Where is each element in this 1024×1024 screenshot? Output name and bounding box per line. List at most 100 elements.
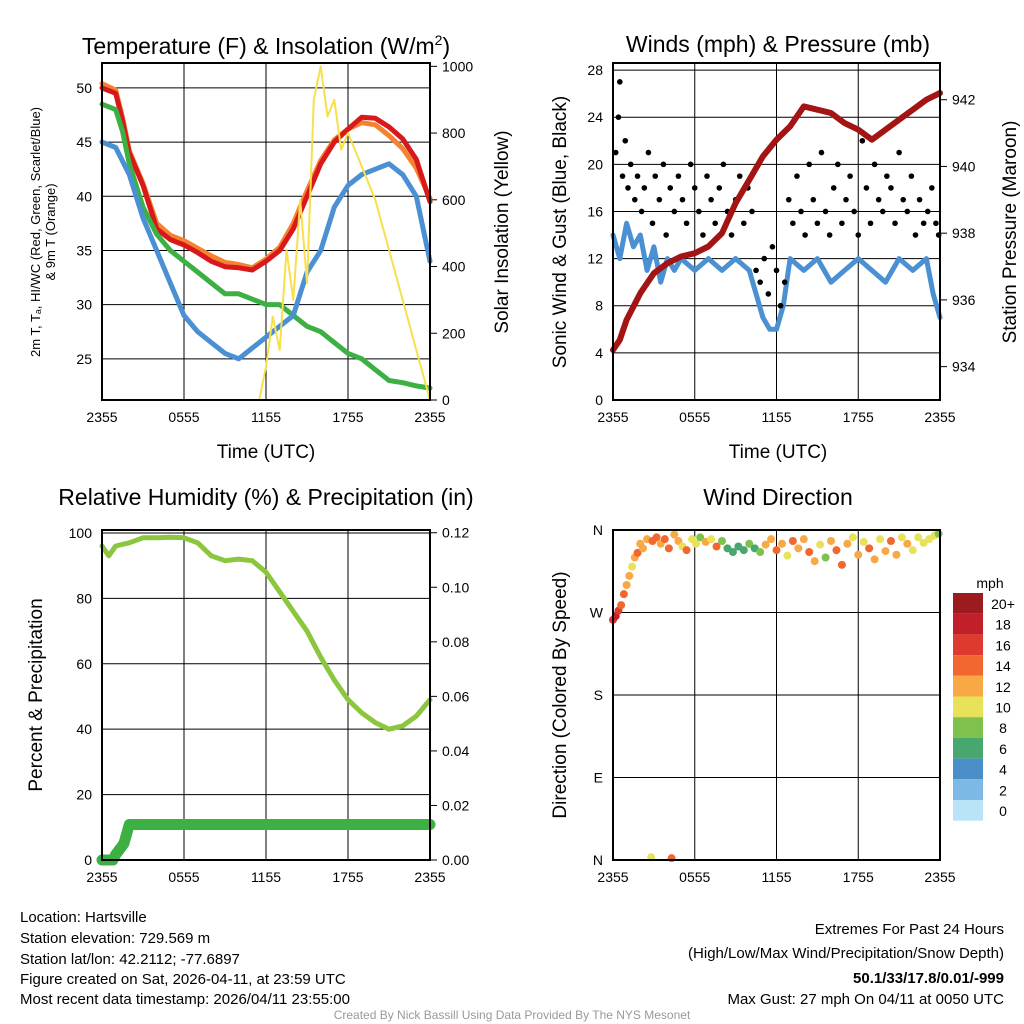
direction-point [761,540,770,549]
extremes-legend: (High/Low/Max Wind/Precipitation/Snow De… [688,945,1004,962]
gust-point [696,208,702,215]
y-tick-label: 25 [76,351,92,367]
gust-point [785,196,792,203]
gust-point [638,208,645,215]
gust-point [851,208,857,215]
direction-point [799,535,808,544]
direction-point [870,555,879,564]
gust-point [683,220,690,227]
pressure-line [610,90,943,353]
gust-point [765,291,772,297]
direction-point [908,546,917,555]
direction-point [718,537,726,545]
gust-point [645,149,652,156]
legend-label: 14 [995,658,1011,674]
direction-point [827,537,835,545]
gust-point [843,196,849,203]
y-tick-label: 4 [595,345,603,361]
gust-point [769,244,776,250]
x-tick-label: 2355 [597,869,628,885]
direction-point [739,546,748,555]
direction-point [756,548,765,556]
wind-y-label: Sonic Wind & Gust (Blue, Black) [550,96,571,368]
y2-tick-label: 0.06 [442,688,469,704]
gust-point [675,173,682,179]
y2-tick-label: 934 [952,359,976,375]
wc-line [99,139,433,362]
y2-tick-label: 1000 [442,58,473,74]
x-tick-label: 2355 [86,869,117,885]
humidity-panel-title: Relative Humidity (%) & Precipitation (i… [58,484,473,510]
y-tick-label: 50 [76,80,92,96]
gust-point [847,173,853,179]
direction-point [903,539,912,548]
direction-point [660,535,669,544]
gust-point [641,185,648,191]
legend-swatch [953,634,983,656]
chart-panel-0: 2355 0555 1155 1755 2355 25 30 35 40 45 50 0 200 400 6… [76,58,473,425]
x-tick-label: 2355 [414,869,445,885]
y-tick-label: N [593,852,603,868]
direction-point [625,571,634,580]
gust-point [871,161,878,168]
x-tick-label: 0555 [168,869,199,885]
gust-point [835,161,841,168]
legend-label: 8 [999,720,1007,736]
x-tick-label: 2355 [86,409,117,425]
extremes-title: Extremes For Past 24 Hours [815,921,1004,938]
y-tick-label: 60 [76,656,92,672]
direction-point [783,551,792,560]
credit-text: Created By Nick Bassill Using Data Provi… [334,1008,691,1022]
direction-point [619,590,628,599]
y2-tick-label: 800 [442,125,466,141]
gust-point [794,173,800,179]
gust-point [920,220,927,227]
temperature-y-label-line1: 2m T, Tₐ, HI/WC (Red, Green, Scarlet/Blu… [28,107,43,357]
gust-point [777,302,784,309]
gust-point [687,161,694,168]
gust-point [704,173,710,179]
winds-panel-title: Winds (mph) & Pressure (mb) [626,31,930,57]
gust-point [615,114,622,121]
gust-point [908,173,915,179]
direction-point [859,537,868,546]
direction-point [745,539,754,548]
gust-point [749,208,755,215]
x-tick-label: 2355 [924,869,955,885]
gust-point [929,185,935,191]
gust-point [720,161,727,168]
created-text: Figure created on Sat, 2026-04-11, at 23… [20,971,346,988]
direction-point [914,533,923,542]
location-text: Location: Hartsville [20,909,147,926]
direction-point [638,544,647,553]
chart-panel-2: 2355 0555 1155 1755 23550204060801000.000.02… [69,525,470,885]
gust-point [790,220,796,227]
gust-point [627,161,634,168]
direction-point [897,533,906,542]
legend-swatch [953,800,983,821]
y2-tick-label: 942 [952,92,976,108]
max-gust-text: Max Gust: 27 mph On 04/11 at 0050 UTC [727,991,1004,1008]
direction-point [772,546,781,555]
gust-point [712,220,718,227]
y-tick-label: 8 [595,298,603,314]
y-tick-label: 20 [587,156,603,172]
temperature-panel-title: Temperature (F) & Insolation (W/m2) [82,32,450,59]
legend-swatch [953,593,983,614]
y-tick-label: 16 [587,203,603,219]
station-info: Location: Hartsville Station elevation: … [20,909,350,1008]
legend-label: 18 [995,617,1011,633]
pressure-y2-label: Station Pressure (Maroon) [1000,121,1021,344]
gust-point [781,279,788,285]
plot-frame [612,62,941,401]
gust-point [879,208,886,215]
legend-label: 16 [995,637,1011,653]
y2-tick-label: 0.10 [442,579,469,595]
y-tick-label: 45 [76,134,92,150]
legend-swatch [953,717,983,738]
gust-point [888,185,894,191]
y2-tick-label: 0.12 [442,525,469,541]
gust-point [806,161,812,168]
gust-point [830,185,837,191]
gust-point [855,232,862,238]
